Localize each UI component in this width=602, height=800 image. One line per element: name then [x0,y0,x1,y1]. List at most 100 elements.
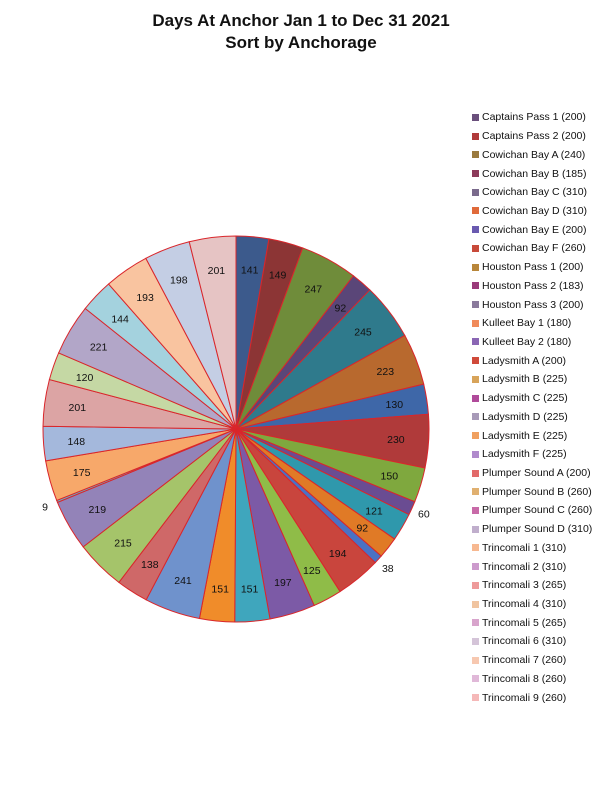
legend-item: Trincomali 1 (310) [472,539,600,558]
slice-value-label: 219 [89,504,107,516]
legend-swatch [472,394,479,402]
legend-item: Cowichan Bay C (310) [472,183,600,202]
legend-item: Kulleet Bay 1 (180) [472,314,600,333]
pie-slice [188,235,237,430]
legend-label: Cowichan Bay F (260) [482,242,586,255]
slice-value-label: 197 [274,577,292,589]
legend-item: Plumper Sound A (200) [472,464,600,483]
legend-item: Trincomali 6 (310) [472,632,600,651]
legend-swatch [472,694,479,702]
legend-swatch [472,301,479,309]
slice-value-label: 193 [136,292,154,304]
slice-value-label: 60 [418,509,430,521]
legend-label: Cowichan Bay B (185) [482,167,587,180]
slice-value-label: 38 [382,563,394,575]
legend-item: Ladysmith A (200) [472,351,600,370]
legend-label: Trincomali 4 (310) [482,598,567,611]
legend-label: Houston Pass 2 (183) [482,279,584,292]
legend-item: Ladysmith C (225) [472,389,600,408]
legend-item: Plumper Sound B (260) [472,482,600,501]
legend-label: Trincomali 8 (260) [482,672,567,685]
legend-label: Captains Pass 2 (200) [482,130,586,143]
legend-label: Trincomali 3 (265) [482,579,567,592]
legend-item: Houston Pass 3 (200) [472,295,600,314]
legend-swatch [472,506,479,514]
legend-label: Kulleet Bay 2 (180) [482,335,572,348]
slice-value-label: 223 [377,366,395,378]
legend-label: Trincomali 7 (260) [482,654,567,667]
legend-label: Plumper Sound C (260) [482,504,593,517]
legend-label: Houston Pass 3 (200) [482,298,584,311]
slice-value-label: 92 [335,303,347,315]
legend-swatch [472,151,479,159]
slice-value-label: 120 [76,372,94,384]
legend-item: Plumper Sound C (260) [472,501,600,520]
legend-swatch [472,469,479,477]
legend-item: Trincomali 4 (310) [472,595,600,614]
legend-swatch [472,132,479,140]
slice-value-label: 151 [211,583,229,595]
legend-item: Ladysmith D (225) [472,408,600,427]
legend-swatch [472,432,479,440]
legend-swatch [472,113,479,121]
slice-value-label: 141 [241,264,259,276]
legend-item: Ladysmith E (225) [472,426,600,445]
legend-swatch [472,600,479,608]
slice-value-label: 125 [303,565,321,577]
legend-swatch [472,413,479,421]
legend-item: Trincomali 8 (260) [472,670,600,689]
slice-value-label: 230 [387,434,405,446]
slice-value-label: 245 [354,326,372,338]
slice-value-label: 144 [111,313,129,325]
legend-item: Houston Pass 2 (183) [472,276,600,295]
chart-title: Days At Anchor Jan 1 to Dec 31 2021 Sort… [0,10,602,54]
slice-value-label: 247 [305,284,323,296]
legend-label: Cowichan Bay D (310) [482,204,588,217]
legend-swatch [472,619,479,627]
legend-swatch [472,207,479,215]
legend-label: Ladysmith E (225) [482,429,568,442]
slice-value-label: 92 [356,523,368,535]
legend-swatch [472,263,479,271]
slice-value-label: 241 [174,575,192,587]
legend-item: Ladysmith B (225) [472,370,600,389]
legend-swatch [472,375,479,383]
legend-swatch [472,338,479,346]
legend-swatch [472,282,479,290]
legend-swatch [472,244,479,252]
legend-swatch [472,656,479,664]
legend-item: Cowichan Bay F (260) [472,239,600,258]
legend-swatch [472,357,479,365]
legend-label: Plumper Sound B (260) [482,485,592,498]
slice-value-label: 198 [170,274,188,286]
legend-swatch [472,637,479,645]
legend-label: Cowichan Bay E (200) [482,223,587,236]
legend-label: Ladysmith F (225) [482,448,567,461]
legend-swatch [472,544,479,552]
slice-value-label: 194 [329,548,347,560]
legend-item: Cowichan Bay B (185) [472,164,600,183]
legend-item: Trincomali 9 (260) [472,688,600,707]
slice-value-label: 9 [42,501,48,513]
legend-swatch [472,563,479,571]
slice-value-label: 148 [68,436,86,448]
chart-title-line: Days At Anchor Jan 1 to Dec 31 2021 [152,11,450,30]
legend-swatch [472,450,479,458]
legend-label: Cowichan Bay C (310) [482,186,588,199]
legend-item: Cowichan Bay D (310) [472,202,600,221]
slice-value-label: 201 [208,265,226,277]
legend-swatch [472,226,479,234]
legend-label: Ladysmith D (225) [482,410,568,423]
slice-value-label: 130 [386,399,404,411]
slice-value-label: 121 [365,505,383,517]
slice-value-label: 221 [90,342,108,354]
legend-item: Trincomali 7 (260) [472,651,600,670]
legend-label: Trincomali 5 (265) [482,616,567,629]
legend-item: Trincomali 5 (265) [472,613,600,632]
legend-item: Cowichan Bay E (200) [472,220,600,239]
slice-value-label: 150 [381,471,399,483]
legend-item: Plumper Sound D (310) [472,520,600,539]
legend-swatch [472,525,479,533]
legend-swatch [472,188,479,196]
